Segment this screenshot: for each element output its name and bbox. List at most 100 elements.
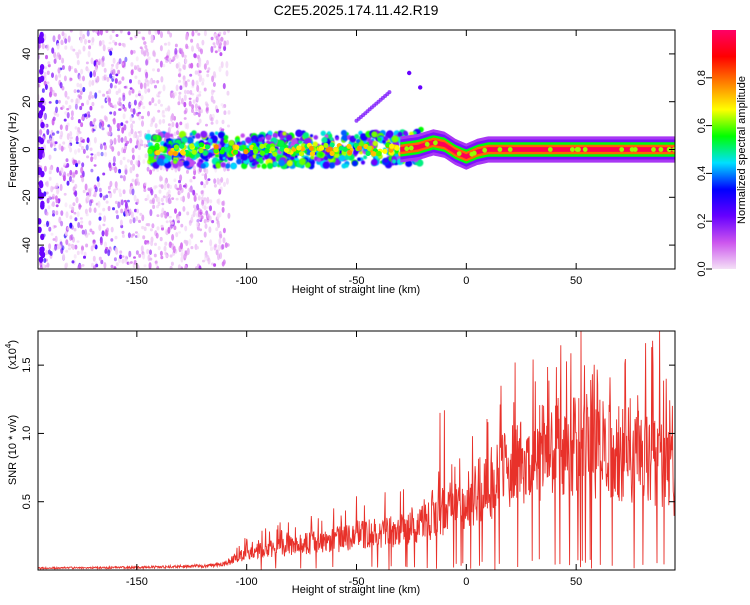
band-cell [354,134,360,139]
noise-cell [102,172,106,176]
noise-cell [116,214,119,220]
noise-cell [137,154,141,162]
noise-cell [94,30,98,34]
band-cell [217,131,225,139]
band-cell [403,130,408,136]
noise-cell [180,256,184,263]
noise-cell [156,214,160,218]
noise-cell [89,147,93,151]
noise-cell [152,80,156,84]
band-cell [313,135,319,140]
noise-cell [143,182,147,187]
noise-cell [200,48,203,55]
band-cell [172,151,178,157]
noise-cell [149,169,153,175]
band-cell [370,151,377,157]
noise-cell [73,89,77,94]
noise-cell [91,230,95,235]
noise-cell [39,246,44,254]
noise-cell [124,201,128,209]
noise-cell [39,181,44,189]
noise-cell [213,73,217,79]
noise-cell [152,116,156,123]
noise-cell [90,245,94,252]
streak-cell [387,90,392,95]
noise-cell [58,73,62,78]
noise-cell [56,188,60,195]
noise-cell [121,62,125,66]
band-cell [308,145,314,151]
noise-cell [114,235,118,240]
noise-cell [227,212,231,219]
noise-cell [46,262,50,268]
noise-cell [150,118,154,125]
noise-cell [157,201,161,207]
spectrogram-panel: -150 -100 -50 0 50 -40 -20 0 20 40 Height of stra… [7,29,676,296]
noise-cell [217,244,221,251]
noise-cell [53,58,57,64]
noise-cell [64,111,68,115]
noise-cell [147,223,151,227]
noise-cell [60,220,64,227]
noise-cell [93,118,97,122]
noise-cell [160,224,164,228]
colorbar-tick-label: 0.6 [696,118,708,133]
noise-cell [213,184,217,188]
band-cell [302,132,310,139]
noise-cell [65,124,69,132]
noise-cell [128,101,132,109]
core-cell [547,147,553,152]
noise-cell [119,250,123,254]
noise-cell [178,68,182,72]
band-cell [295,130,303,138]
noise-cell [77,160,81,165]
noise-cell [99,119,103,123]
noise-cell [52,116,56,122]
band-cell [214,131,219,135]
noise-cell [79,137,83,141]
noise-cell [39,37,45,44]
noise-cell [49,166,53,170]
x-tick-label: -100 [236,275,258,287]
noise-cell [74,103,78,110]
noise-cell [209,239,213,247]
noise-cell [92,30,96,33]
band-cell [341,134,349,141]
noise-cell [214,50,218,54]
noise-cell [198,76,202,83]
noise-cell [142,235,146,240]
noise-cell [205,179,209,185]
band-cell [265,134,272,141]
noise-cell [43,71,47,78]
noise-cell [80,166,84,174]
noise-cell [56,42,60,50]
noise-cell [159,236,163,242]
noise-cell [226,168,230,172]
noise-cell [146,240,150,243]
noise-cell [119,192,122,197]
noise-cell [164,178,168,186]
noise-cell [140,139,144,144]
noise-cell [63,192,67,196]
noise-cell [38,167,42,174]
band-cell [179,143,185,149]
noise-cell [66,133,70,140]
noise-cell [60,167,64,174]
noise-cell [218,211,222,218]
noise-cell [131,154,135,161]
noise-cell [87,232,90,236]
noise-cell [82,189,86,194]
noise-cell [104,151,108,157]
noise-cell [203,212,207,216]
noise-cell [66,180,70,186]
noise-cell [211,75,215,83]
noise-cell [184,253,187,259]
noise-cell [176,130,180,136]
band-cell [366,145,372,151]
noise-cell [136,232,140,239]
noise-cell [130,69,134,76]
noise-cell [101,120,105,128]
noise-cell [154,260,158,264]
noise-cell [52,238,56,241]
noise-cell [111,166,115,171]
